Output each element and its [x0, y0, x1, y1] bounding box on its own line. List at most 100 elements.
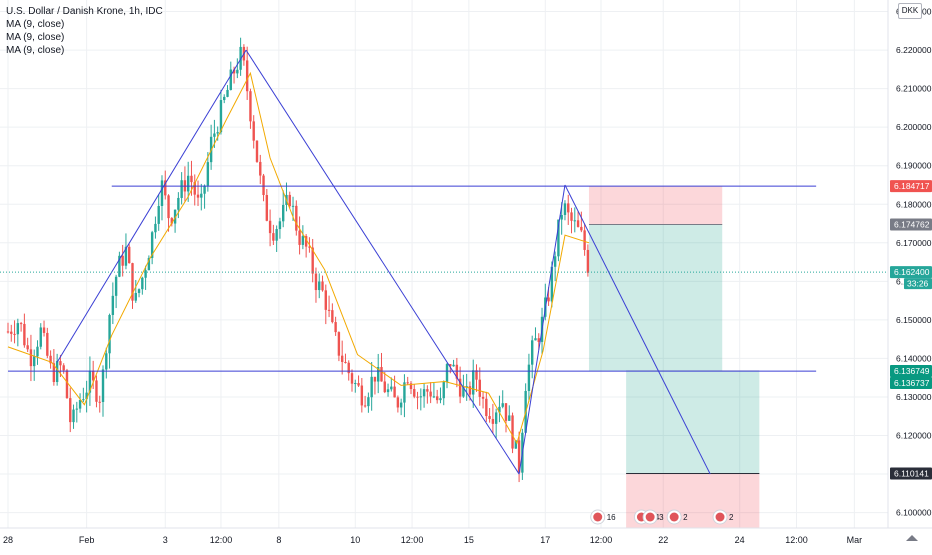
x-tick-label: 12:00	[210, 535, 233, 545]
candle-body	[16, 323, 20, 335]
drawings	[0, 49, 888, 475]
candle-body	[455, 364, 459, 379]
candle-body	[367, 397, 370, 407]
event-marker[interactable]: 16	[590, 509, 616, 525]
symbol-title[interactable]: U.S. Dollar / Danish Krone, 1h, IDC	[6, 6, 163, 17]
candle-body	[586, 249, 590, 273]
candle-body	[19, 323, 23, 325]
price-label-bg	[890, 266, 932, 279]
currency-badge[interactable]: DKK	[898, 3, 922, 19]
price-label-text: 6.136749	[894, 366, 930, 376]
candle-body	[13, 333, 16, 335]
candle-body	[226, 89, 229, 97]
candle-body	[157, 205, 160, 224]
candle-body	[557, 219, 560, 257]
candle-body	[435, 396, 439, 401]
candle-body	[344, 361, 347, 363]
candle-body	[282, 204, 285, 222]
y-tick-label: 6.190000	[896, 161, 932, 171]
x-tick-label: Mar	[847, 535, 863, 545]
candle-body	[445, 364, 449, 383]
candle-body	[537, 338, 540, 342]
candle-body	[272, 233, 275, 241]
event-count: 2	[683, 513, 688, 522]
candle-body	[452, 364, 455, 367]
candle-body	[203, 185, 206, 194]
candle-body	[164, 180, 167, 196]
event-dot	[715, 512, 725, 522]
event-dot	[593, 512, 603, 522]
price-label-bg	[890, 180, 932, 193]
rise-line-1	[56, 49, 247, 363]
price-label[interactable]: 6.136737	[890, 376, 932, 389]
event-marker[interactable]: 3	[642, 509, 664, 525]
candle-body	[82, 399, 85, 401]
candle-body	[462, 386, 465, 397]
candle-body	[331, 310, 334, 323]
indicator-ma-3[interactable]: MA (9, close)	[6, 45, 65, 56]
candle-body	[223, 96, 226, 101]
event-marker[interactable]: 2	[666, 509, 688, 525]
candle-body	[386, 389, 390, 393]
short-position-1-stop-zone	[588, 186, 723, 225]
candle-body	[560, 214, 563, 220]
x-tick-label: 17	[540, 535, 550, 545]
candle-body	[295, 205, 298, 231]
candle-body	[399, 402, 403, 408]
candle-body	[573, 220, 576, 222]
candle-body	[26, 345, 29, 350]
candle-body	[65, 370, 69, 399]
candle-body	[206, 162, 210, 186]
candle-body	[304, 236, 308, 247]
candle-body	[173, 209, 177, 224]
price-label[interactable]: 6.174762	[890, 218, 932, 231]
indicator-ma-2[interactable]: MA (9, close)	[6, 32, 65, 43]
x-tick-label: 10	[350, 535, 360, 545]
candle-body	[265, 195, 269, 221]
candle-body	[154, 223, 157, 233]
candle-body	[59, 361, 62, 366]
event-count: 16	[607, 513, 616, 522]
price-label-text: 6.110141	[894, 469, 929, 479]
candle-body	[334, 322, 337, 333]
price-label[interactable]: 6.136749	[890, 364, 932, 377]
candle-body	[150, 232, 154, 258]
ma-line	[7, 71, 590, 445]
candle-body	[504, 403, 508, 421]
short-position-2-target-zone	[626, 370, 760, 474]
price-label[interactable]: 6.184717	[890, 180, 932, 193]
candle-body	[314, 273, 318, 291]
price-label[interactable]: 6.162400 33:26	[890, 266, 932, 290]
candle-body	[413, 389, 416, 397]
candle-body	[449, 364, 452, 367]
candle-body	[85, 392, 88, 400]
candle-body	[567, 203, 570, 213]
candle-body	[327, 309, 331, 311]
grid	[0, 0, 888, 528]
candle-body	[468, 386, 472, 395]
event-count: 2	[729, 513, 734, 522]
price-label[interactable]: 6.110141	[890, 467, 932, 480]
y-tick-label: 6.120000	[896, 431, 932, 441]
candle-body	[170, 218, 174, 224]
candle-body	[219, 100, 223, 133]
short-position-1-target-zone	[588, 224, 723, 371]
x-tick-label: 28	[3, 535, 13, 545]
candle-body	[308, 246, 311, 248]
candle-body	[78, 400, 82, 409]
indicator-ma-1[interactable]: MA (9, close)	[6, 19, 65, 30]
candle-body	[347, 362, 350, 374]
settings-icon	[906, 535, 918, 541]
candle-body	[62, 365, 65, 371]
candle-body	[141, 277, 144, 290]
candle-body	[478, 379, 481, 397]
chart-legend: U.S. Dollar / Danish Krone, 1h, IDC MA (…	[6, 5, 163, 57]
candle-body	[370, 376, 373, 398]
candle-body	[23, 323, 26, 346]
events: 1624322	[590, 509, 734, 525]
x-tick-label: 12:00	[401, 535, 424, 545]
event-marker[interactable]: 2	[712, 509, 734, 525]
candle-body	[262, 175, 265, 196]
